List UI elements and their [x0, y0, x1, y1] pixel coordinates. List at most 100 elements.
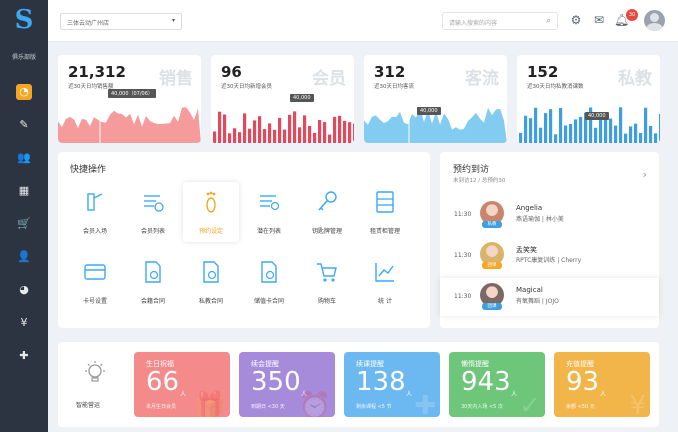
stat-watermark: 会员 — [312, 69, 346, 89]
quick-op-potential-list[interactable]: 潜在列表 — [241, 182, 297, 242]
sparkline-bar — [644, 107, 648, 143]
visit-row[interactable]: 11:30 团课 Magical 有氧舞蹈 | JOJO — [440, 278, 659, 316]
sidebar-item-members[interactable]: 👥 — [0, 141, 48, 174]
quick-op-card[interactable]: 卡号设置 — [67, 252, 123, 312]
sparkline-bar — [619, 107, 623, 143]
stat-watermark: 销售 — [159, 69, 193, 89]
reminder-card-0[interactable]: 生日祝福 66 人本月生日会员 🎁 — [134, 352, 230, 417]
sidebar-item-schedule[interactable]: ▦ — [0, 174, 48, 207]
sparkline-bar — [348, 122, 352, 143]
quick-op-shopping-cart[interactable]: 购物车 — [299, 252, 355, 312]
gear-icon[interactable]: ⚙ — [570, 13, 582, 27]
reminder-card-3[interactable]: 懒惰提醒 943 人 30天内入场 <5 次 ✓ — [449, 352, 545, 417]
cart-icon: 🛒 — [17, 217, 31, 230]
quick-op-member-list[interactable]: 会员列表 — [125, 182, 181, 242]
stat-tooltip: 40,000（07/06） — [108, 89, 156, 98]
quick-op-label: 卡号设置 — [82, 298, 107, 305]
mail-icon[interactable]: ✉ — [593, 13, 605, 27]
search-icon[interactable]: ⌕ — [545, 16, 551, 26]
stat-tooltip: 40,000 — [585, 112, 609, 120]
sparkline-bar — [258, 116, 262, 143]
reminder-card-4[interactable]: 充值提醒 93 人余额 <50 元 ¥ — [554, 352, 650, 417]
quick-op-key[interactable]: 钥匙牌管理 — [299, 182, 355, 242]
card-icon — [84, 264, 106, 280]
quick-op-stored-card-contract[interactable]: 储值卡合同 — [241, 252, 297, 312]
sparkline-bar — [293, 111, 297, 143]
sparkline-bar — [639, 133, 643, 143]
locker-icon — [376, 191, 394, 213]
sparkline-bar — [629, 126, 633, 143]
decorative-icon: ✚ — [414, 391, 436, 417]
sparkline-bar — [253, 120, 257, 143]
sidebar-item-finance[interactable]: ¥ — [0, 306, 48, 339]
quick-op-gate[interactable]: 会员入场 — [67, 182, 123, 242]
edition-label: 俱乐部版 — [11, 54, 36, 61]
sparkline-bar — [569, 123, 573, 143]
store-select-value: 三体云动广州店 — [67, 20, 110, 27]
reminder-title: 续课提醒 — [356, 360, 384, 368]
sidebar-item-dashboard[interactable]: ◔ — [0, 75, 48, 108]
quick-op-footprint[interactable]: 预约设定 — [183, 182, 239, 242]
quick-op-pt-contract[interactable]: 私教合同 — [183, 252, 239, 312]
sparkline-bar — [649, 125, 653, 143]
sidebar-item-marketing[interactable]: ✎ — [0, 108, 48, 141]
reminder-count: 138 — [356, 367, 406, 397]
sparkline-bar — [614, 125, 618, 143]
reminder-note: 到期日 <30 天 — [251, 404, 285, 410]
reminder-unit: 人 — [511, 391, 518, 398]
quick-op-label: 会员入场 — [82, 228, 107, 235]
stat-card-0[interactable]: 21,312 近30天日均销售额 销售 — [58, 55, 201, 143]
stat-card-1[interactable]: 96 近30天日均新增会员 会员 — [211, 55, 354, 143]
sparkline-bar — [604, 116, 608, 143]
top-header: 三体云动广州店 ▾ 请输入搜索的内容 ⌕ ⚙ ✉ 🔔︎ 30 — [48, 0, 678, 42]
reminder-title: 充值提醒 — [566, 360, 594, 368]
store-select[interactable]: 三体云动广州店 ▾ — [60, 13, 182, 30]
sidebar-item-reports[interactable]: ◕ — [0, 273, 48, 306]
reminder-card-2[interactable]: 续课提醒 138 人剩余课程 <5 节 ✚ — [344, 352, 440, 417]
sidebar-item-shop[interactable]: 🛒 — [0, 207, 48, 240]
search-input[interactable]: 请输入搜索的内容 ⌕ — [442, 12, 558, 30]
key-icon — [318, 191, 337, 211]
stat-value: 312 — [374, 63, 406, 81]
sparkline-area — [58, 107, 201, 143]
puzzle-icon: ✚ — [19, 349, 29, 362]
speedometer-icon: ◔ — [16, 83, 32, 100]
sparkline-bar — [564, 125, 568, 143]
footprint-icon — [206, 191, 216, 213]
sparkline-bar — [298, 127, 302, 143]
sparkline-bar — [554, 134, 558, 143]
sparkline-bar — [539, 127, 543, 143]
sparkline-bar — [328, 134, 332, 143]
quick-ops-title: 快捷操作 — [70, 165, 107, 175]
sparkline-bar — [624, 133, 628, 143]
sidebar-item-staff[interactable]: 👤 — [0, 240, 48, 273]
stat-card-3[interactable]: 152 近30天日均私教消课数 私教 — [517, 55, 660, 143]
chevron-right-icon[interactable]: › — [642, 168, 647, 181]
membership-contract-icon — [145, 261, 161, 283]
sparkline-bar — [323, 122, 327, 143]
quick-op-locker[interactable]: 租赁柜管理 — [357, 182, 413, 242]
quick-op-stats-chart[interactable]: 统 计 — [357, 252, 413, 312]
sparkline-bar — [634, 123, 638, 143]
member-list-icon — [144, 195, 164, 212]
visit-row[interactable]: 11:30 团课 孟笑笑 RPTC康复训练 | Cherry — [440, 237, 659, 275]
app-logo[interactable]: S — [14, 5, 34, 35]
sparkline-bar — [609, 118, 613, 143]
sparkline-bar — [288, 114, 292, 143]
user-avatar[interactable] — [644, 10, 665, 31]
sidebar-nav: ◔ ✎ 👥 ▦ 🛒 👤 ◕ ¥ ✚ — [0, 75, 48, 372]
sparkline-bar — [343, 120, 347, 143]
visit-row[interactable]: 11:30 私教 Angelia 燕语瑜伽 | 林小美 — [440, 196, 659, 234]
sparkline-bar — [303, 115, 307, 143]
quick-op-membership-contract[interactable]: 会籍合同 — [125, 252, 181, 312]
sidebar-item-apps[interactable]: ✚ — [0, 339, 48, 372]
sparkline-bar — [524, 115, 528, 143]
stat-card-2[interactable]: 312 近30天日均客流 客流 — [364, 55, 507, 143]
reminder-card-1[interactable]: 续会提醒 350 人到期日 <30 天 ⏰ — [239, 352, 335, 417]
sparkline-bar — [519, 132, 523, 143]
bell-icon[interactable]: 🔔︎ — [614, 13, 630, 27]
sparkline-bar — [589, 107, 593, 143]
reminder-note: 本月生日会员 — [146, 404, 177, 410]
sparkline-bar — [228, 133, 232, 143]
quick-op-label: 预约设定 — [198, 228, 223, 235]
